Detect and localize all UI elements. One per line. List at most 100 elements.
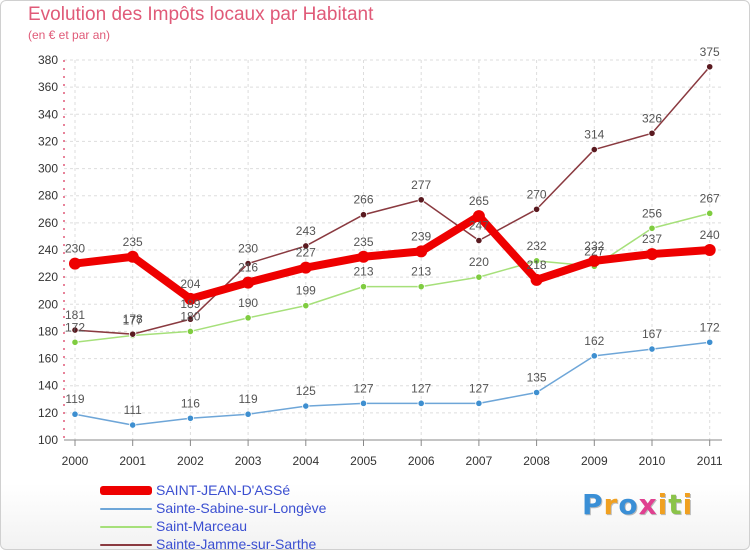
data-label: 162 [584, 334, 604, 348]
data-point [415, 245, 428, 258]
y-tick-label: 300 [38, 162, 58, 176]
series-line [74, 212, 711, 344]
data-label: 111 [124, 403, 143, 417]
logo-letter: P [582, 488, 604, 521]
data-point [126, 250, 139, 263]
data-label: 127 [411, 381, 431, 395]
y-tick-label: 280 [38, 189, 58, 203]
series-line [74, 341, 711, 426]
data-point [359, 211, 368, 219]
x-tick-label: 2008 [523, 454, 550, 468]
data-label: 178 [123, 312, 143, 326]
data-label: 243 [296, 224, 316, 238]
data-label: 190 [238, 296, 258, 310]
data-label: 181 [65, 308, 85, 322]
x-tick-label: 2007 [466, 454, 493, 468]
x-tick-label: 2005 [350, 454, 377, 468]
x-tick-label: 2000 [62, 454, 89, 468]
data-label: 167 [642, 327, 662, 341]
data-point [590, 145, 598, 154]
data-point [359, 399, 368, 407]
data-point [417, 399, 425, 407]
data-label: 227 [296, 246, 316, 260]
data-label: 220 [469, 255, 489, 269]
data-point [706, 63, 714, 71]
data-point [129, 421, 137, 429]
data-point [359, 283, 368, 291]
data-label: 235 [353, 235, 373, 249]
data-label: 270 [527, 187, 547, 201]
data-label: 180 [180, 309, 200, 323]
data-label: 125 [296, 384, 316, 398]
data-label: 267 [700, 191, 720, 205]
data-label: 172 [700, 320, 720, 334]
data-label: 240 [700, 228, 720, 242]
data-label: 237 [642, 232, 662, 246]
data-label: 277 [411, 178, 431, 192]
legend-swatch [100, 544, 152, 546]
legend-swatch [100, 508, 152, 510]
series-lines [69, 63, 716, 429]
data-point [299, 261, 312, 274]
data-label: 172 [65, 320, 85, 334]
data-point [242, 276, 255, 289]
data-point [532, 205, 541, 213]
data-label: 230 [65, 242, 85, 256]
data-label: 119 [239, 392, 258, 406]
y-tick-label: 320 [38, 134, 58, 148]
x-tick-label: 2001 [119, 454, 146, 468]
data-point [475, 399, 483, 407]
data-label: 135 [527, 371, 547, 385]
data-label: 127 [353, 381, 373, 395]
data-point [706, 338, 714, 346]
data-label: 232 [584, 239, 604, 253]
data-point [472, 210, 485, 223]
data-point [244, 314, 252, 322]
data-point [530, 273, 543, 286]
data-point [71, 410, 79, 418]
logo-letter: t [668, 488, 683, 521]
data-label: 127 [469, 381, 489, 395]
data-label: 216 [238, 261, 258, 275]
y-tick-label: 120 [38, 406, 58, 420]
page-title: Evolution des Impôts locaux par Habitant [28, 4, 374, 25]
data-point [184, 292, 197, 305]
data-point [186, 315, 194, 323]
data-label: 213 [411, 265, 431, 279]
data-label: 213 [353, 265, 373, 279]
y-tick-label: 180 [38, 324, 58, 338]
data-label: 256 [642, 206, 662, 220]
data-point [71, 338, 79, 346]
data-point [302, 242, 310, 250]
y-tick-label: 100 [38, 433, 58, 447]
data-point [532, 257, 541, 265]
legend-label: Sainte-Jamme-sur-Sarthe [156, 536, 317, 552]
page-subtitle: (en € et par an) [28, 28, 111, 42]
legend-label: Sainte-Sabine-sur-Longève [156, 500, 327, 516]
grid [64, 59, 722, 441]
data-labels: 230 235 204 216 227 235 239 265 218 232 237 240 119 1… [65, 45, 720, 417]
data-label: 199 [296, 284, 316, 298]
data-label: 204 [180, 277, 200, 291]
y-tick-label: 160 [38, 352, 58, 366]
data-point [648, 129, 656, 137]
data-point [417, 196, 425, 204]
data-point [648, 224, 656, 232]
axes: 100 120 140 160 180 200 220 240 260 280 300 320 340 3… [38, 53, 723, 468]
data-point [703, 244, 716, 256]
data-point [646, 248, 658, 261]
data-point [244, 259, 252, 268]
y-tick-label: 260 [38, 216, 58, 230]
data-label: 218 [527, 258, 547, 272]
x-tick-label: 2003 [235, 454, 262, 468]
data-point [417, 283, 425, 291]
logo-letter: o [618, 488, 639, 521]
legend-label: SAINT-JEAN-D'ASSé [156, 482, 291, 498]
data-point [186, 327, 194, 336]
data-point [71, 326, 79, 334]
data-point [706, 209, 714, 217]
data-point [475, 273, 483, 281]
y-tick-label: 220 [38, 270, 58, 284]
data-point [357, 250, 370, 263]
data-point [302, 302, 310, 310]
